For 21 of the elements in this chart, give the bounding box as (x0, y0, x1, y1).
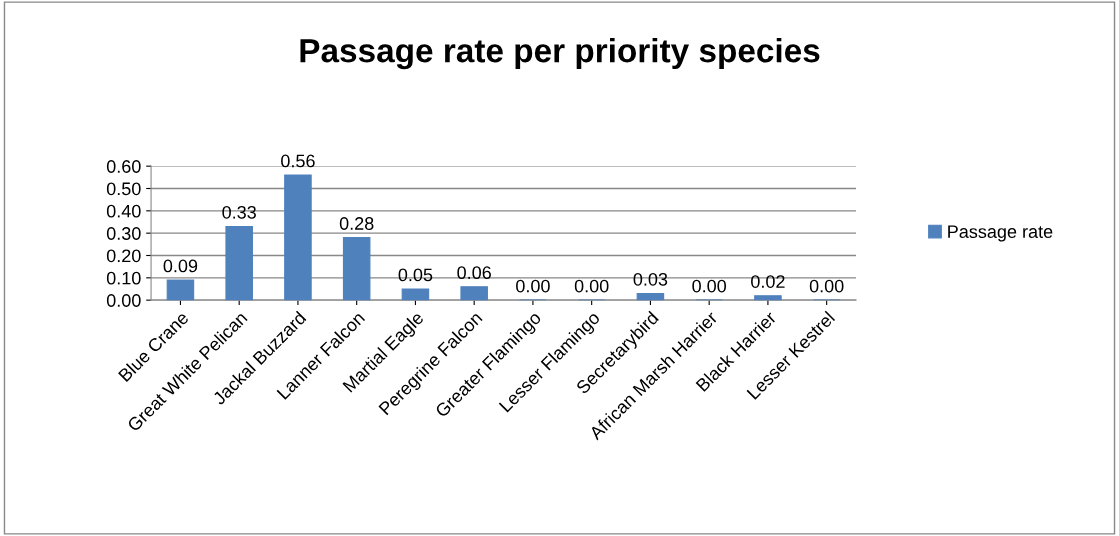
y-tick-label: 0.50 (106, 182, 141, 196)
y-tick-label: 0.00 (106, 294, 141, 307)
data-label: 0.05 (398, 268, 433, 282)
data-label: 0.06 (457, 266, 491, 280)
data-label: 0.28 (339, 217, 374, 230)
data-label: 0.56 (281, 154, 315, 168)
y-tick-label: 0.60 (106, 160, 141, 173)
data-label: 0.02 (751, 275, 785, 288)
legend-label: Passage rate (948, 225, 1053, 242)
data-label: 0.33 (222, 205, 256, 219)
y-tick-label: 0.40 (106, 204, 141, 218)
y-tick-label: 0.10 (106, 271, 141, 285)
y-tick-label: 0.20 (106, 249, 141, 263)
data-label: 0.00 (516, 279, 550, 293)
data-label: 0.00 (574, 279, 609, 293)
y-tick-label: 0.30 (106, 227, 141, 240)
data-label: 0.03 (633, 272, 668, 286)
data-label: 0.00 (809, 279, 844, 293)
data-label: 0.00 (692, 279, 727, 293)
data-label: 0.09 (163, 259, 198, 273)
chart-title: Passage rate per priority species (300, 37, 820, 70)
